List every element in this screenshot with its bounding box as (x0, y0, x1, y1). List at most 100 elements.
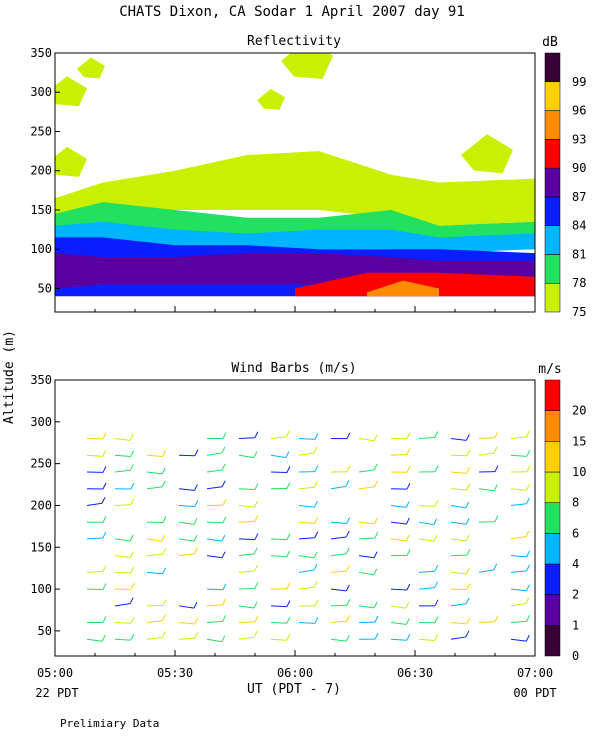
wind-barb-flag (130, 617, 135, 624)
colorbar-swatch (544, 282, 561, 313)
reflectivity-plot: 50 100 150 200 250 300 350 (30, 46, 536, 313)
wind-barb-flag (345, 584, 350, 592)
wind-barb-flag (434, 634, 439, 641)
wind-barb (418, 504, 435, 507)
wind-barb-flag (221, 446, 226, 454)
y-tick-label: 300 (30, 85, 52, 99)
reflectivity-patch (281, 53, 333, 80)
wind-barb (114, 454, 131, 457)
wind-barb-flag (254, 564, 259, 572)
wind-barb-flag (465, 534, 470, 542)
colorbar-swatch (544, 410, 561, 442)
y-tick-label: 150 (30, 540, 52, 554)
x-tick-label: 05:00 (37, 666, 73, 680)
wind-barb (510, 602, 526, 607)
wind-barb-flag (466, 449, 471, 457)
wind-barb-flag (345, 480, 350, 487)
wind-barb (450, 471, 467, 474)
wind-barb-flag (285, 451, 290, 458)
wind-barb (478, 521, 495, 523)
wind-barb (478, 488, 495, 492)
colorbar1-unit: dB (542, 35, 558, 50)
wind-barb (510, 454, 527, 457)
wind-barb-flag (253, 547, 258, 554)
colorbar-label: 75 (572, 305, 586, 319)
y-tick-label: 350 (30, 373, 52, 387)
wind-barb-flag (465, 630, 470, 638)
wind-barb (298, 452, 314, 456)
wind-barb (206, 486, 223, 490)
wind-barb-flag (374, 615, 379, 623)
wind-barb (390, 638, 407, 641)
wind-barb (450, 488, 467, 491)
wind-barb (450, 454, 467, 457)
wind-barb-flag (465, 567, 470, 575)
colorbar-swatch (544, 139, 561, 169)
wind-barb (358, 537, 375, 540)
wind-barb (114, 469, 131, 473)
wind-barb (478, 452, 495, 456)
wind-barb-flag (374, 531, 379, 539)
wind-barb-flag (525, 530, 530, 537)
wind-barb (298, 521, 315, 524)
wind-barb (146, 636, 163, 640)
wind-barb-flag (253, 500, 258, 508)
wind-barb (206, 638, 222, 643)
wind-barb (114, 571, 131, 574)
wind-barb (450, 504, 466, 509)
wind-barb-flag (466, 483, 471, 491)
wind-barb-flag (406, 432, 411, 439)
colorbar-label: 6 (572, 526, 579, 540)
colorbar-label: 90 (572, 161, 586, 175)
wind-barb-flag (406, 482, 411, 490)
wind-barb (450, 538, 467, 542)
wind-barb-flag (222, 615, 227, 622)
contour-band-93 (367, 280, 439, 297)
wind-barb (478, 621, 495, 624)
wind-barb-flag (405, 602, 410, 609)
wind-barb-flag (161, 614, 166, 621)
colorbar-swatch (544, 471, 561, 503)
wind-barb-flag (286, 616, 291, 624)
wind-barb-flag (434, 581, 439, 588)
wind-barb (450, 636, 466, 640)
wind-barb-flag (193, 484, 198, 491)
wind-barb (206, 469, 223, 473)
wind-barb (358, 469, 375, 473)
wind-barb-flag (493, 563, 498, 571)
wind-barb (206, 555, 223, 559)
end-local-time: 00 PDT (513, 686, 556, 700)
wind-barb-flag (101, 497, 106, 504)
wind-barb-flag (221, 635, 226, 642)
wind-barb (358, 438, 375, 442)
wind-barb-flag (465, 434, 470, 441)
wind-barb-flag (222, 598, 227, 605)
wind-barb-flag (346, 465, 351, 473)
wind-barb (358, 605, 375, 609)
figure-title: CHATS Dixon, CA Sodar 1 April 2007 day 9… (119, 4, 465, 20)
wind-barb (146, 553, 163, 557)
wind-barb-flag (373, 601, 378, 609)
wind-barb (358, 486, 375, 490)
wind-barb (114, 504, 131, 506)
wind-barb (178, 488, 195, 491)
wind-barb (146, 620, 163, 624)
wind-barb (510, 588, 527, 592)
colorbar-label: 84 (572, 219, 586, 233)
wind-barb-flag (373, 463, 378, 471)
wind-barb-flag (314, 531, 319, 538)
wind-barb-flag (102, 531, 107, 539)
wind-barb-flag (286, 533, 291, 540)
colorbar-swatch (544, 52, 561, 83)
wind-barb (238, 587, 255, 590)
wind-barb (270, 454, 286, 459)
wind-barb (330, 604, 347, 607)
wind-barb (298, 486, 315, 490)
wind-barb (86, 502, 103, 506)
wind-barb (390, 622, 407, 625)
wind-barb-flag (222, 516, 227, 524)
wind-barb (178, 538, 195, 542)
wind-barb (238, 520, 255, 523)
wind-barb (330, 588, 347, 592)
wind-barb-flag (433, 534, 438, 542)
